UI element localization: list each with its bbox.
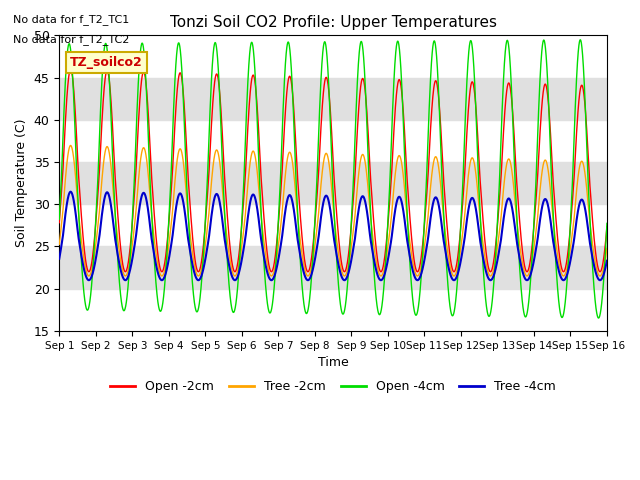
Text: No data for f_T2_TC2: No data for f_T2_TC2 (13, 34, 129, 45)
Bar (60, 162, 607, 204)
Text: No data for f_T2_TC1: No data for f_T2_TC1 (13, 14, 129, 25)
Legend: Open -2cm, Tree -2cm, Open -4cm, Tree -4cm: Open -2cm, Tree -2cm, Open -4cm, Tree -4… (105, 375, 561, 398)
X-axis label: Time: Time (317, 356, 349, 369)
Bar (60, 78, 607, 120)
Text: TZ_soilco2: TZ_soilco2 (70, 56, 143, 69)
Title: Tonzi Soil CO2 Profile: Upper Temperatures: Tonzi Soil CO2 Profile: Upper Temperatur… (170, 15, 497, 30)
Y-axis label: Soil Temperature (C): Soil Temperature (C) (15, 119, 28, 247)
Bar (60, 246, 607, 288)
